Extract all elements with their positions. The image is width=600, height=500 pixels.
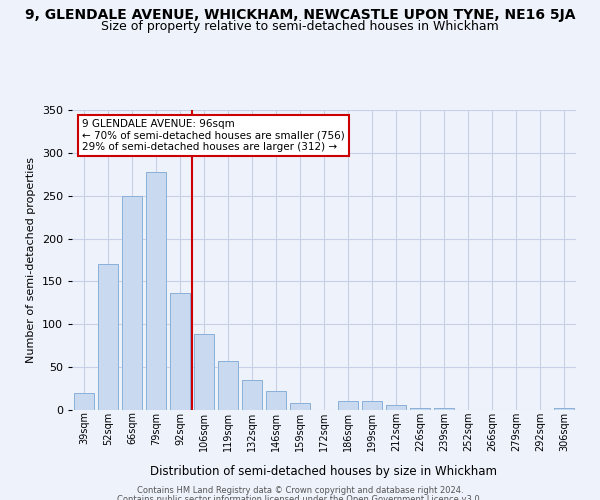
Text: Distribution of semi-detached houses by size in Whickham: Distribution of semi-detached houses by … — [151, 464, 497, 477]
Bar — [434, 408, 454, 410]
Text: 9 GLENDALE AVENUE: 96sqm
← 70% of semi-detached houses are smaller (756)
29% of : 9 GLENDALE AVENUE: 96sqm ← 70% of semi-d… — [82, 119, 345, 152]
Bar — [266, 391, 286, 410]
Bar — [122, 196, 142, 410]
Bar — [98, 264, 118, 410]
Bar — [170, 292, 190, 410]
Bar — [554, 408, 574, 410]
Bar — [146, 172, 166, 410]
Bar — [74, 393, 94, 410]
Bar — [218, 361, 238, 410]
Text: Contains HM Land Registry data © Crown copyright and database right 2024.: Contains HM Land Registry data © Crown c… — [137, 486, 463, 495]
Text: Contains public sector information licensed under the Open Government Licence v3: Contains public sector information licen… — [118, 495, 482, 500]
Text: 9, GLENDALE AVENUE, WHICKHAM, NEWCASTLE UPON TYNE, NE16 5JA: 9, GLENDALE AVENUE, WHICKHAM, NEWCASTLE … — [25, 8, 575, 22]
Bar — [410, 408, 430, 410]
Bar — [338, 402, 358, 410]
Bar — [194, 334, 214, 410]
Bar — [362, 402, 382, 410]
Y-axis label: Number of semi-detached properties: Number of semi-detached properties — [26, 157, 36, 363]
Bar — [290, 403, 310, 410]
Bar — [242, 380, 262, 410]
Bar — [386, 405, 406, 410]
Text: Size of property relative to semi-detached houses in Whickham: Size of property relative to semi-detach… — [101, 20, 499, 33]
